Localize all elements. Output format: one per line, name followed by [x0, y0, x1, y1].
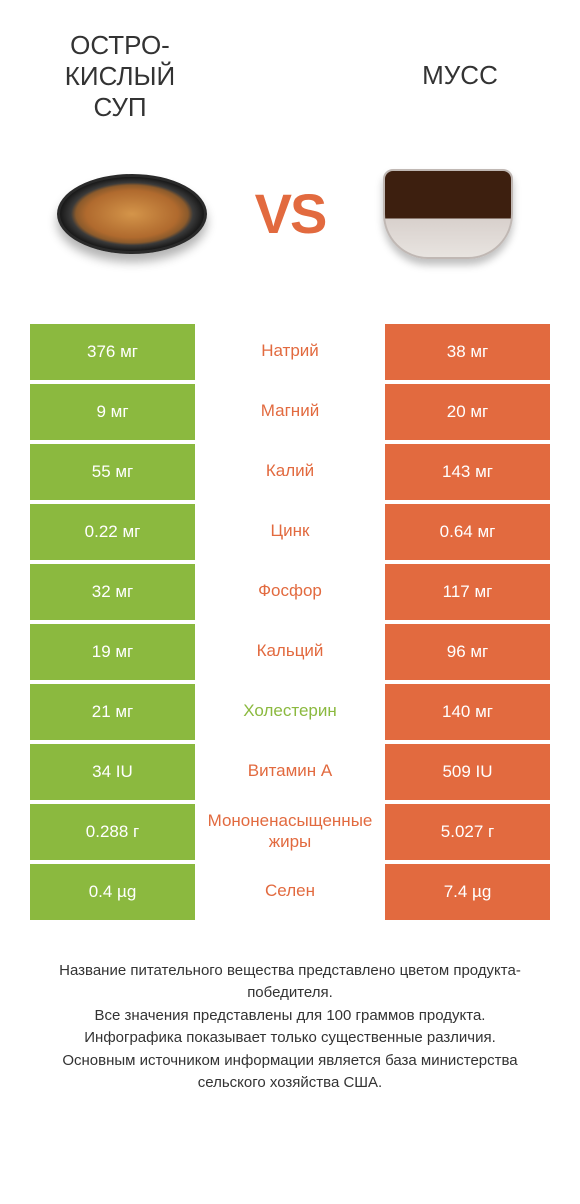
table-row: 0.22 мгЦинк0.64 мг — [30, 504, 550, 560]
cell-nutrient: Цинк — [195, 504, 385, 560]
cell-left: 19 мг — [30, 624, 195, 680]
soup-bowl-icon — [57, 174, 207, 254]
cell-nutrient: Калий — [195, 444, 385, 500]
footer-line-3: Инфографика показывает только существенн… — [40, 1027, 540, 1050]
cell-left: 0.4 µg — [30, 864, 195, 920]
cell-nutrient: Натрий — [195, 324, 385, 380]
nutrition-table: 376 мгНатрий38 мг9 мгМагний20 мг55 мгКал… — [30, 324, 550, 920]
cell-left: 55 мг — [30, 444, 195, 500]
table-row: 0.288 гМононенасыщенные жиры5.027 г — [30, 804, 550, 860]
cell-nutrient: Мононенасыщенные жиры — [195, 804, 385, 860]
title-right: МУСС — [370, 30, 550, 91]
cell-right: 0.64 мг — [385, 504, 550, 560]
table-row: 0.4 µgСелен7.4 µg — [30, 864, 550, 920]
cell-left: 9 мг — [30, 384, 195, 440]
footer-line-2: Все значения представлены для 100 граммо… — [40, 1005, 540, 1028]
cell-right: 140 мг — [385, 684, 550, 740]
table-row: 21 мгХолестерин140 мг — [30, 684, 550, 740]
cell-right: 5.027 г — [385, 804, 550, 860]
cell-nutrient: Витамин A — [195, 744, 385, 800]
cell-left: 32 мг — [30, 564, 195, 620]
cell-nutrient: Холестерин — [195, 684, 385, 740]
table-row: 9 мгМагний20 мг — [30, 384, 550, 440]
cell-right: 7.4 µg — [385, 864, 550, 920]
table-row: 55 мгКалий143 мг — [30, 444, 550, 500]
cell-right: 96 мг — [385, 624, 550, 680]
cell-left: 0.288 г — [30, 804, 195, 860]
cell-nutrient: Кальций — [195, 624, 385, 680]
footer-notes: Название питательного вещества представл… — [30, 960, 550, 1095]
cell-right: 38 мг — [385, 324, 550, 380]
soup-image — [52, 154, 212, 274]
title-left: ОСТРО- КИСЛЫЙ СУП — [30, 30, 210, 124]
header-titles: ОСТРО- КИСЛЫЙ СУП МУСС — [30, 30, 550, 124]
cell-nutrient: Селен — [195, 864, 385, 920]
table-row: 376 мгНатрий38 мг — [30, 324, 550, 380]
footer-line-1: Название питательного вещества представл… — [40, 960, 540, 1005]
cell-right: 117 мг — [385, 564, 550, 620]
mousse-cup-icon — [383, 169, 513, 259]
mousse-image — [368, 154, 528, 274]
table-row: 19 мгКальций96 мг — [30, 624, 550, 680]
table-row: 34 IUВитамин A509 IU — [30, 744, 550, 800]
cell-left: 34 IU — [30, 744, 195, 800]
cell-right: 509 IU — [385, 744, 550, 800]
cell-nutrient: Фосфор — [195, 564, 385, 620]
table-row: 32 мгФосфор117 мг — [30, 564, 550, 620]
vs-text: VS — [255, 181, 326, 246]
cell-right: 20 мг — [385, 384, 550, 440]
cell-left: 376 мг — [30, 324, 195, 380]
images-row: VS — [30, 144, 550, 284]
cell-right: 143 мг — [385, 444, 550, 500]
cell-left: 0.22 мг — [30, 504, 195, 560]
footer-line-4: Основным источником информации является … — [40, 1050, 540, 1095]
cell-left: 21 мг — [30, 684, 195, 740]
cell-nutrient: Магний — [195, 384, 385, 440]
